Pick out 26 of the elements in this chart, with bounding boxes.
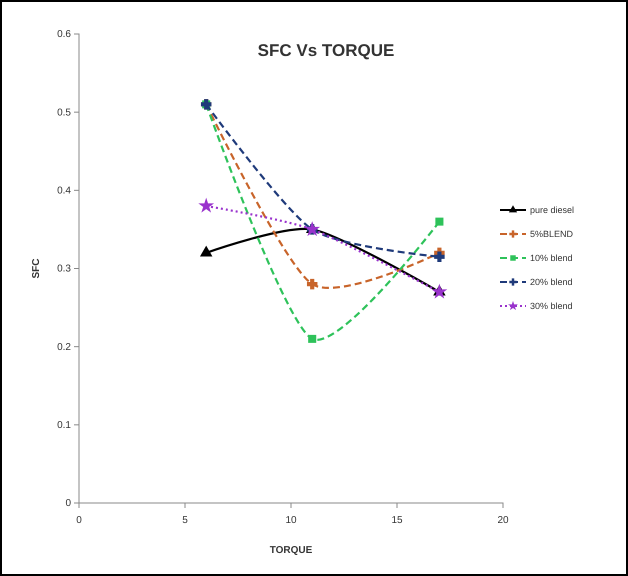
y-axis-title: SFC bbox=[31, 258, 42, 278]
x-axis-title: TORQUE bbox=[270, 545, 313, 556]
point bbox=[199, 198, 214, 212]
point bbox=[434, 252, 445, 262]
x-tick-label: 5 bbox=[182, 515, 188, 526]
legend-label: 5%BLEND bbox=[530, 229, 574, 239]
point bbox=[306, 278, 318, 290]
point bbox=[435, 218, 444, 226]
y-tick-label: 0.4 bbox=[57, 186, 72, 197]
y-tick-label: 0.6 bbox=[57, 29, 72, 40]
legend-label: pure diesel bbox=[530, 205, 574, 215]
y-tick-label: 0.3 bbox=[57, 264, 72, 275]
y-tick-label: 0.5 bbox=[57, 107, 72, 118]
y-tick-label: 0 bbox=[65, 498, 72, 510]
legend-label: 10% blend bbox=[530, 253, 573, 263]
x-tick-label: 0 bbox=[76, 515, 82, 526]
legend-label: 20% blend bbox=[530, 277, 573, 287]
x-tick-label: 10 bbox=[285, 515, 297, 526]
chart-title: SFC Vs TORQUE bbox=[258, 41, 394, 60]
point bbox=[200, 246, 212, 256]
legend-label: 30% blend bbox=[530, 301, 573, 311]
x-tick-label: 15 bbox=[391, 515, 403, 526]
point bbox=[308, 334, 316, 343]
y-tick-label: 0.1 bbox=[57, 420, 72, 432]
x-tick-label: 20 bbox=[497, 515, 509, 526]
y-tick-label: 0.2 bbox=[57, 342, 72, 353]
